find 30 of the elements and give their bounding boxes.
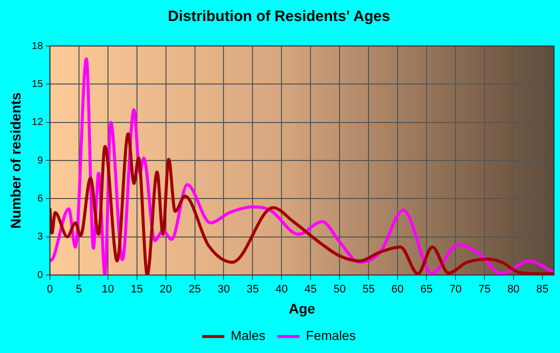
- y-tick-label: 6: [37, 193, 44, 204]
- legend-label: Females: [306, 328, 356, 344]
- x-tick-label: 5: [76, 284, 82, 296]
- y-tick-label: 18: [32, 40, 44, 52]
- y-axis-title: Number of residents: [7, 92, 24, 229]
- x-tick-label: 20: [160, 284, 172, 296]
- y-tick-label: 15: [32, 78, 44, 90]
- x-tick-label: 45: [304, 284, 317, 296]
- x-tick-label: 30: [218, 284, 230, 296]
- x-tick-label: 15: [130, 284, 143, 296]
- x-tick-label: 25: [188, 284, 201, 296]
- x-tick-label: 35: [246, 284, 259, 296]
- chart-title: Distribution of Residents' Ages: [168, 8, 390, 26]
- x-tick-label: 65: [420, 284, 433, 296]
- x-tick-label: 50: [333, 284, 346, 296]
- x-tick-label: 85: [536, 284, 549, 296]
- x-tick-label: 0: [46, 284, 53, 296]
- y-tick-label: 3: [37, 232, 44, 243]
- y-tick-label: 12: [32, 117, 44, 128]
- x-tick-label: 70: [449, 284, 462, 296]
- x-tick-label: 75: [478, 284, 491, 296]
- legend-label: Males: [230, 328, 266, 344]
- x-tick-label: 60: [391, 284, 404, 296]
- x-axis-title: Age: [288, 300, 316, 316]
- x-tick-label: 10: [102, 284, 114, 296]
- x-tick-label: 55: [362, 284, 375, 296]
- y-tick-label: 0: [37, 270, 44, 281]
- y-tick-label: 9: [37, 155, 44, 166]
- x-tick-label: 80: [507, 284, 520, 296]
- x-tick-label: 40: [276, 284, 288, 296]
